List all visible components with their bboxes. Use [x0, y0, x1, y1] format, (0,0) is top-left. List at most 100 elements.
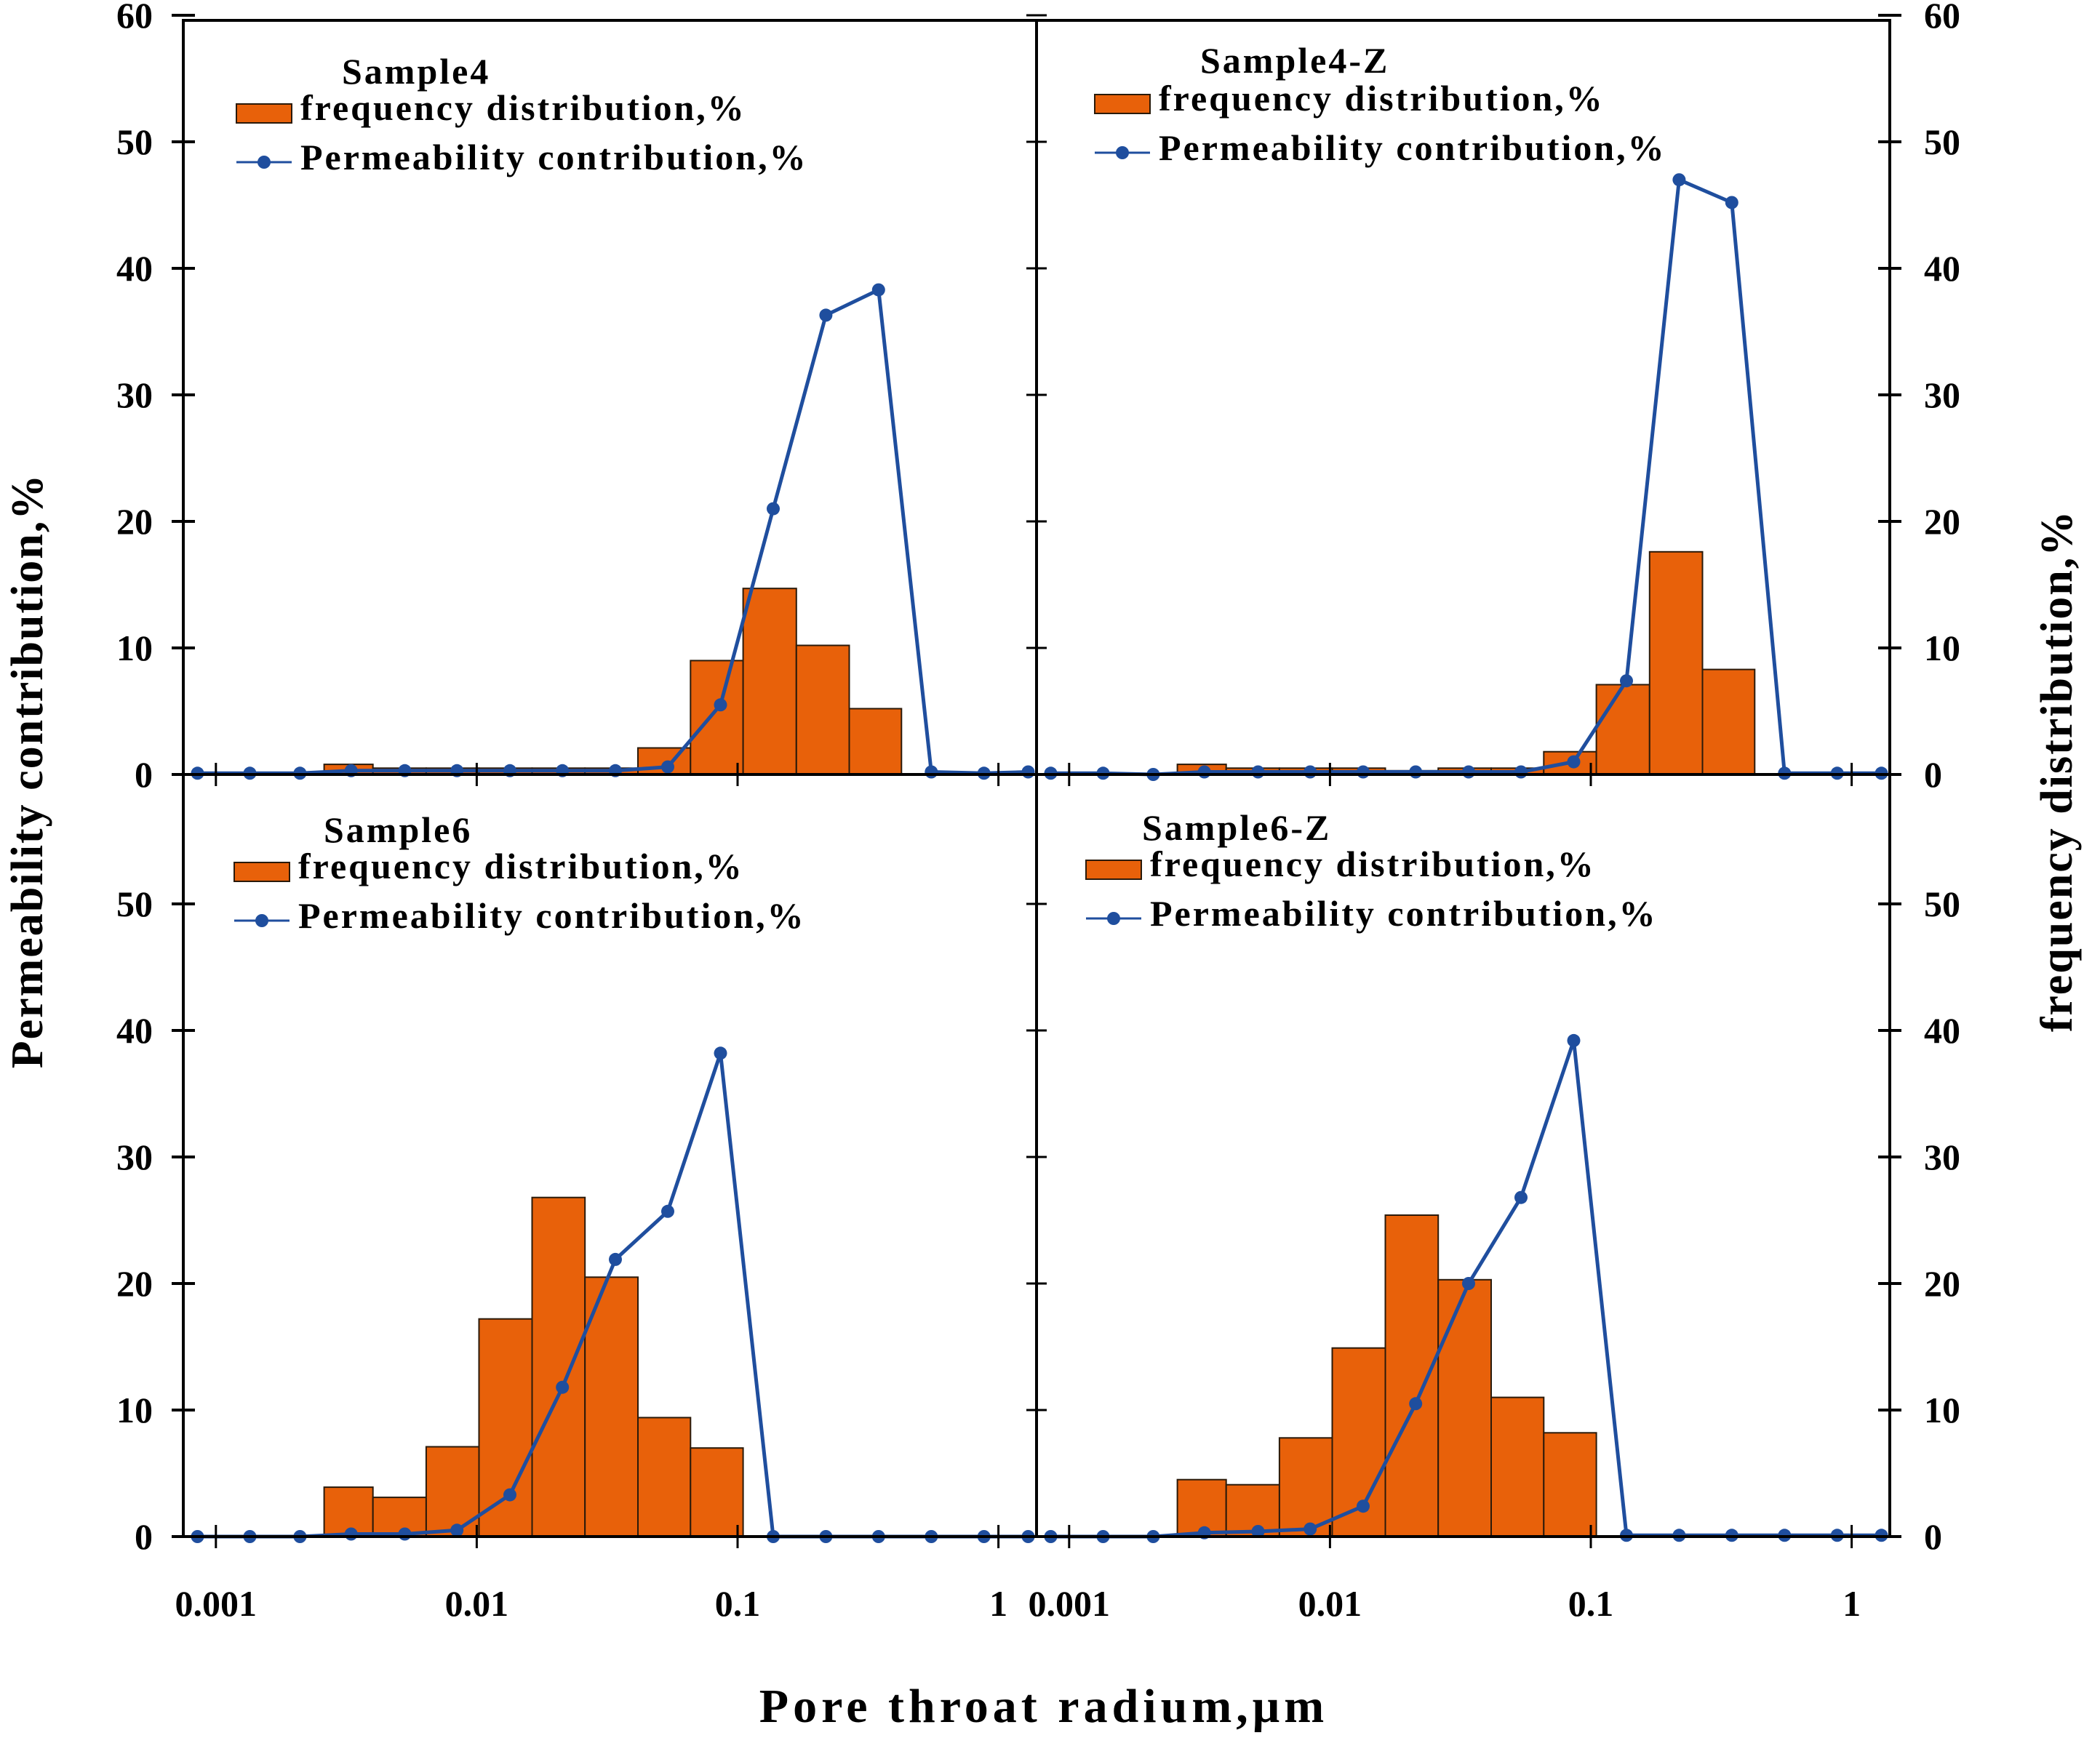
x-tick-label: 0.001: [1029, 1583, 1111, 1624]
y-tick-label-left: 30: [116, 1137, 153, 1177]
permeability-point: [1303, 765, 1317, 779]
permeability-point: [714, 1046, 727, 1060]
x-tick-label: 0.001: [175, 1583, 257, 1624]
panel-title: Sample4: [342, 51, 490, 92]
permeability-point: [767, 502, 780, 516]
x-tick-label: 1: [989, 1583, 1007, 1624]
permeability-point: [1514, 765, 1528, 779]
y-tick-label-right: 50: [1924, 121, 1960, 162]
frequency-bar: [584, 1276, 639, 1538]
legend-label-permeability: Permeability contribution,%: [298, 895, 806, 936]
panel-title: Sample6-Z: [1142, 807, 1331, 848]
permeability-point: [1462, 1277, 1475, 1290]
permeability-point: [398, 1527, 412, 1541]
permeability-point: [1620, 674, 1633, 688]
frequency-bar: [1648, 550, 1704, 775]
frequency-bar: [1437, 1278, 1492, 1538]
y-axis-title-left: Permeability contribution,%: [3, 473, 52, 1069]
permeability-point: [1567, 755, 1581, 769]
y-tick-label-left: 30: [116, 375, 153, 415]
permeability-point: [1021, 765, 1035, 779]
x-tick-label: 0.01: [445, 1583, 509, 1624]
x-tick-label: 0.1: [715, 1583, 761, 1624]
permeability-point: [1409, 765, 1423, 779]
permeability-point: [1357, 1499, 1370, 1513]
legend-label-permeability: Permeability contribution,%: [300, 137, 808, 177]
y-tick-label-right: 10: [1924, 1390, 1960, 1430]
frequency-bar: [690, 660, 744, 776]
legend-swatch-bar: [236, 103, 292, 124]
y-tick-label-right: 20: [1924, 1263, 1960, 1304]
permeability-point: [1462, 765, 1475, 779]
y-tick-label-left: 10: [116, 1390, 153, 1430]
permeability-point: [344, 1527, 358, 1541]
frequency-bar: [637, 1417, 692, 1538]
x-tick-label: 1: [1843, 1583, 1861, 1624]
legend-label-frequency: frequency distribution,%: [298, 846, 744, 886]
frequency-bar: [1595, 684, 1650, 775]
y-tick-label-right: 0: [1924, 754, 1942, 795]
y-tick-label-left: 20: [116, 501, 153, 542]
frequency-bar: [690, 1447, 744, 1537]
permeability-point: [819, 308, 833, 322]
legend-label-frequency: frequency distribution,%: [1159, 78, 1605, 119]
permeability-point: [661, 1204, 674, 1218]
y-tick-label-left: 0: [135, 754, 153, 795]
legend-swatch-marker: [1107, 912, 1120, 925]
y-tick-label-left: 40: [116, 1010, 153, 1051]
frame-layer: [172, 14, 1901, 1548]
permeability-point: [871, 283, 885, 297]
frequency-bar: [1543, 1432, 1597, 1538]
legend-swatch-marker: [1116, 146, 1129, 159]
y-tick-label-left: 20: [116, 1263, 153, 1304]
text-layer: Sample4 frequency distribution,% Permeabil…: [3, 0, 2082, 1733]
legend-swatch-bar: [1094, 94, 1151, 114]
y-tick-label-right: 20: [1924, 501, 1960, 542]
panel-title: Sample6: [324, 809, 472, 850]
x-tick-label: 0.01: [1298, 1583, 1362, 1624]
frequency-bar: [1384, 1214, 1440, 1537]
permeability-point: [714, 698, 727, 712]
y-tick-label-left: 50: [116, 884, 153, 924]
legend-swatch-marker: [257, 156, 271, 169]
frequency-bar: [795, 644, 850, 775]
permeability-point: [1567, 1033, 1581, 1047]
x-axis-title: Pore throat radium,μm: [759, 1680, 1328, 1733]
permeability-point: [661, 760, 674, 774]
bars-layer: [323, 550, 1756, 1538]
y-tick-label-right: 30: [1924, 1137, 1960, 1177]
legend-label-permeability: Permeability contribution,%: [1150, 893, 1658, 934]
y-tick-label-right: 10: [1924, 628, 1960, 668]
frequency-bar: [425, 1446, 480, 1537]
legend-label-permeability: Permeability contribution,%: [1159, 127, 1666, 168]
permeability-point: [1197, 765, 1211, 779]
permeability-point: [609, 1252, 622, 1266]
permeability-point: [1251, 765, 1265, 779]
frequency-bar: [1490, 1396, 1545, 1537]
x-tick-label: 0.1: [1568, 1583, 1614, 1624]
y-tick-label-right: 50: [1924, 884, 1960, 924]
permeability-point: [556, 1380, 570, 1394]
y-tick-label-left: 60: [116, 0, 153, 36]
permeability-point: [1251, 1525, 1265, 1538]
y-tick-label-right: 40: [1924, 1010, 1960, 1051]
permeability-point: [503, 1488, 516, 1502]
permeability-point: [450, 1523, 464, 1537]
y-axis-title-right: frequency distribution,%: [2032, 510, 2082, 1033]
y-tick-label-right: 30: [1924, 375, 1960, 415]
y-tick-label-left: 10: [116, 628, 153, 668]
y-tick-label-right: 40: [1924, 248, 1960, 289]
permeability-point: [1409, 1397, 1423, 1411]
permeability-point: [1514, 1190, 1528, 1204]
frequency-bar: [1701, 668, 1756, 775]
y-tick-label-left: 50: [116, 121, 153, 162]
permeability-point: [1725, 196, 1738, 209]
frequency-bar: [742, 588, 797, 776]
y-tick-label-left: 40: [116, 248, 153, 289]
frequency-bar: [531, 1196, 586, 1537]
permeability-point: [925, 765, 938, 779]
frequency-bar: [372, 1497, 427, 1538]
